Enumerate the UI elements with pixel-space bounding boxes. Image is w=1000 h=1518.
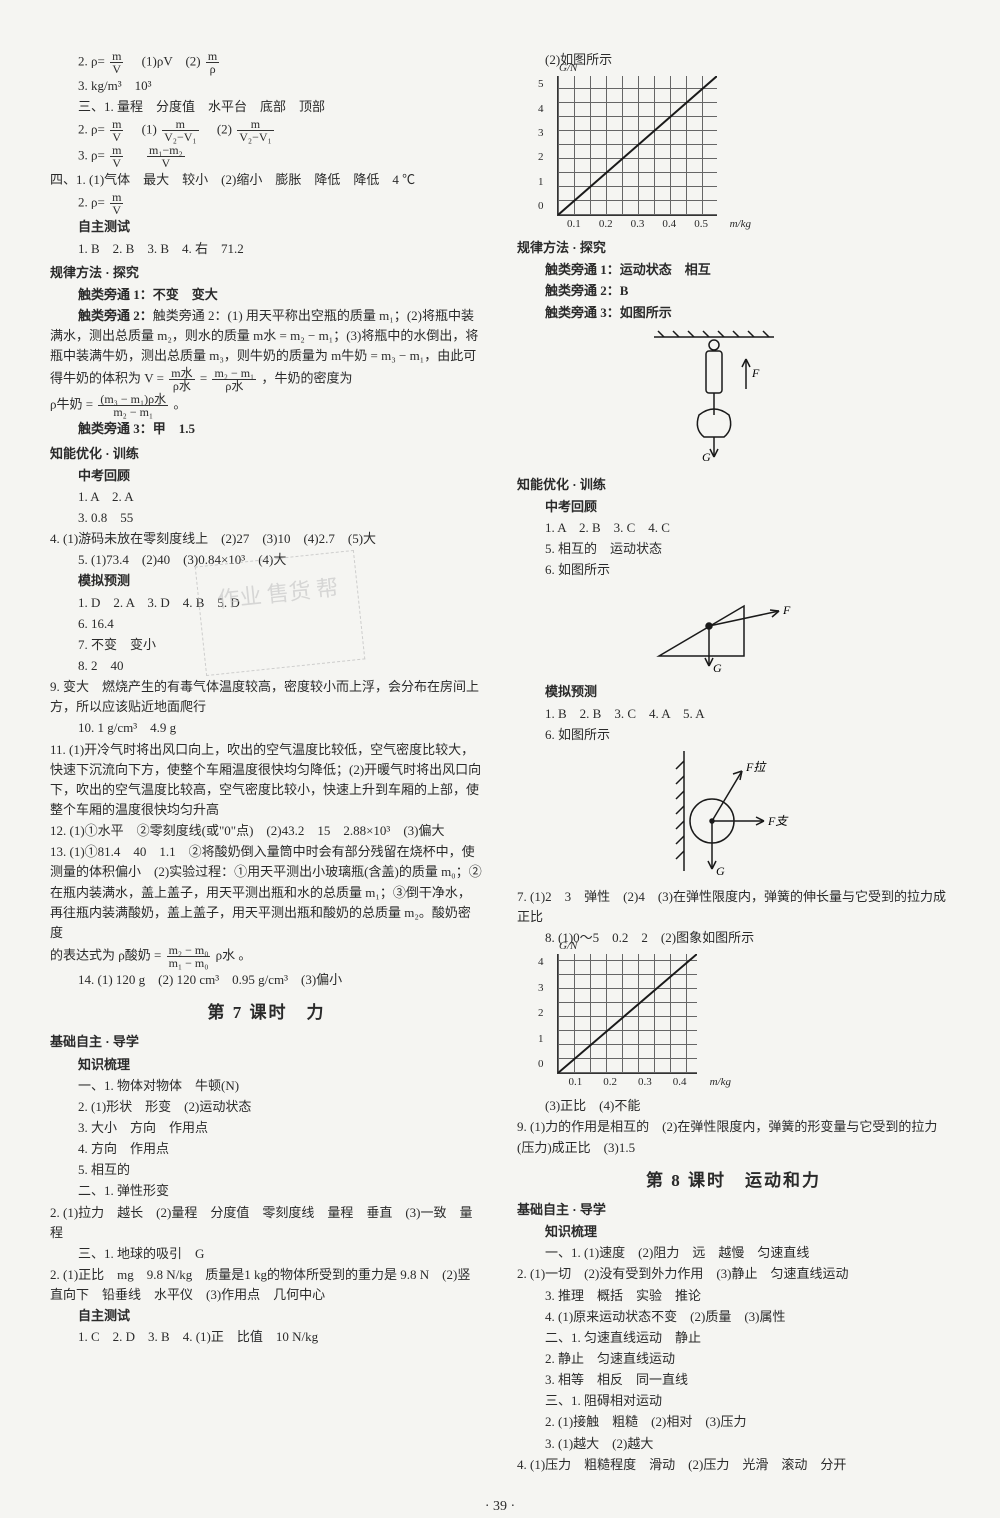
ans-3-3: 3. ρ= mV m₁−m₂V	[50, 144, 483, 169]
kr-2-1: 二、1. 匀速直线运动 静止	[517, 1328, 950, 1348]
analogy-r3: 触类旁通 3：如图所示	[517, 303, 950, 323]
k-2-1: 二、1. 弹性形变	[50, 1181, 483, 1201]
opt-train-head-r: 知能优化 · 训练	[517, 475, 950, 495]
mock-10: 10. 1 g/cm³ 4.9 g	[50, 718, 483, 738]
rule-method-head-r: 规律方法 · 探究	[517, 238, 950, 258]
ans-4-2: 2. ρ= mV	[50, 191, 483, 216]
mock-r-1: 1. B 2. B 3. C 4. A 5. A	[517, 704, 950, 724]
mock-12: 12. (1)①水平 ②零刻度线(或"0"点) (2)43.2 15 2.88×…	[50, 821, 483, 841]
k-1-2: 2. (1)形状 形变 (2)运动状态	[50, 1097, 483, 1117]
know-head-r: 知识梳理	[517, 1222, 950, 1242]
mock-head: 模拟预测	[50, 571, 483, 591]
lesson-8-heading: 第 8 课时 运动和力	[517, 1168, 950, 1194]
mock-r-8b: (3)正比 (4)不能	[517, 1096, 950, 1116]
mock-r-8: 8. (1)0～5 0.2 2 (2)图象如图所示	[517, 928, 950, 948]
basic-head: 基础自主 · 导学	[50, 1032, 483, 1052]
mock-13b: 的表达式为 ρ酸奶 = m₂ − m₀m₁ − m₀ ρ水 。	[50, 944, 483, 969]
k-2-2: 2. (1)拉力 越长 (2)量程 分度值 零刻度线 量程 垂直 (3)一致 量…	[50, 1203, 483, 1243]
svg-text:F支: F支	[767, 814, 789, 828]
ans-3: 3. kg/m³ 10³	[50, 76, 483, 96]
analogy-r2: 触类旁通 2：B	[517, 281, 950, 301]
mock-1: 1. D 2. A 3. D 4. B 5. D	[50, 593, 483, 613]
svg-text:G: G	[713, 661, 722, 675]
er-5: 5. (1)73.4 (2)40 (3)0.84×10³ (4)大	[50, 550, 483, 570]
chart1-xticks: 0.10.20.30.40.5	[558, 216, 717, 233]
r-1: (2)如图所示	[517, 50, 950, 70]
k-1-5: 5. 相互的	[50, 1160, 483, 1180]
kr-3-3: 3. (1)越大 (2)越大	[517, 1434, 950, 1454]
kr-3-2: 2. (1)接触 粗糙 (2)相对 (3)压力	[517, 1412, 950, 1432]
sec-3-1: 三、1. 量程 分度值 水平台 底部 顶部	[50, 97, 483, 117]
svg-text:F: F	[751, 366, 760, 380]
mock-8: 8. 2 40	[50, 656, 483, 676]
self-test-ans: 1. B 2. B 3. B 4. 右 71.2	[50, 239, 483, 259]
chart2-xticks: 0.10.20.30.4	[558, 1074, 697, 1091]
left-column: 2. ρ= mV (1)ρV (2) mρ 3. kg/m³ 10³ 三、1. …	[50, 50, 483, 1476]
kr-2-3: 3. 相等 相反 同一直线	[517, 1370, 950, 1390]
chart2-yticks: 01234	[538, 954, 544, 1073]
exam-review-head: 中考回顾	[50, 466, 483, 486]
analogy-2c: ρ牛奶 = (m₃ − m₁)ρ水m₂ − m₁ 。	[50, 393, 483, 418]
analogy-2: 触类旁通 2：触类旁通 2：(1) 用天平称出空瓶的质量 m₁；(2)将瓶中装满…	[50, 306, 483, 366]
self-test-2-ans: 1. C 2. D 3. B 4. (1)正 比值 10 N/kg	[50, 1327, 483, 1347]
mock-13: 13. (1)①81.4 40 1.1 ②将酸奶倒入量筒中时会有部分残留在烧杯中…	[50, 842, 483, 943]
kr-1-1: 一、1. (1)速度 (2)阻力 远 越慢 匀速直线	[517, 1243, 950, 1263]
analogy-2b: 得牛奶的体积为 V = m水ρ水 = m₂ − m₁ρ水 ，牛奶的密度为	[50, 367, 483, 392]
spring-scale-diagram: F G	[654, 329, 814, 469]
mock-7: 7. 不变 变小	[50, 635, 483, 655]
self-test-head: 自主测试	[50, 217, 483, 237]
right-column: (2)如图所示 G/N 012345 0.10.20.30.40.5 m/kg …	[517, 50, 950, 1476]
kr-3-4: 4. (1)压力 粗糙程度 滑动 (2)压力 光滑 滚动 分开	[517, 1455, 950, 1475]
analogy-r1: 触类旁通 1：运动状态 相互	[517, 260, 950, 280]
analogy-1: 触类旁通 1：不变 变大	[50, 285, 483, 305]
kr-1-3: 3. 推理 概括 实验 推论	[517, 1286, 950, 1306]
analogy-3: 触类旁通 3：甲 1.5	[50, 419, 483, 439]
svg-text:F: F	[782, 603, 791, 617]
lesson-7-heading: 第 7 课时 力	[50, 1000, 483, 1026]
k-1-3: 3. 大小 方向 作用点	[50, 1118, 483, 1138]
er-1: 1. A 2. A	[50, 487, 483, 507]
svg-text:G: G	[716, 864, 725, 878]
mock-6: 6. 16.4	[50, 614, 483, 634]
mock-11: 11. (1)开冷气时将出风口向上，吹出的空气温度比较低，空气密度比较大，快速下…	[50, 740, 483, 821]
mock-r-9: 9. (1)力的作用是相互的 (2)在弹性限度内，弹簧的形变量与它受到的拉力(压…	[517, 1117, 950, 1157]
know-head: 知识梳理	[50, 1055, 483, 1075]
er-4: 4. (1)游码未放在零刻度线上 (2)27 (3)10 (4)2.7 (5)大	[50, 529, 483, 549]
k-1-4: 4. 方向 作用点	[50, 1139, 483, 1159]
chart-gn-mkg-1: G/N 012345 0.10.20.30.40.5 m/kg	[557, 76, 950, 216]
k-3-1: 三、1. 地球的吸引 G	[50, 1244, 483, 1264]
er-r-1: 1. A 2. B 3. C 4. C	[517, 518, 950, 538]
basic-head-r: 基础自主 · 导学	[517, 1200, 950, 1220]
kr-1-2: 2. (1)一切 (2)没有受到外力作用 (3)静止 匀速直线运动	[517, 1264, 950, 1284]
ans-2: 2. ρ= mV (1)ρV (2) mρ	[50, 50, 483, 75]
self-test-2-head: 自主测试	[50, 1306, 483, 1326]
wall-ball-diagram: F拉 F支 G	[654, 751, 814, 881]
sec-4-1: 四、1. (1)气体 最大 较小 (2)缩小 膨胀 降低 降低 4 ℃	[50, 170, 483, 190]
mock-14: 14. (1) 120 g (2) 120 cm³ 0.95 g/cm³ (3)…	[50, 970, 483, 990]
ans-3-2: 2. ρ= mV (1) mV₂−V₁ (2) mV₂−V₁	[50, 118, 483, 143]
er-3: 3. 0.8 55	[50, 508, 483, 528]
rule-method-head: 规律方法 · 探究	[50, 263, 483, 283]
svg-text:F拉: F拉	[745, 760, 767, 774]
mock-head-r: 模拟预测	[517, 682, 950, 702]
svg-text:G: G	[702, 450, 711, 464]
opt-train-head: 知能优化 · 训练	[50, 444, 483, 464]
k-1-1: 一、1. 物体对物体 牛顿(N)	[50, 1076, 483, 1096]
mock-r-6: 6. 如图所示	[517, 725, 950, 745]
kr-1-4: 4. (1)原来运动状态不变 (2)质量 (3)属性	[517, 1307, 950, 1327]
chart-gn-mkg-2: G/N 01234 0.10.20.30.4 m/kg	[557, 954, 950, 1074]
kr-3-1: 三、1. 阻碍相对运动	[517, 1391, 950, 1411]
chart1-yticks: 012345	[538, 76, 544, 215]
mock-9: 9. 变大 燃烧产生的有毒气体温度较高，密度较小而上浮，会分布在房间上方，所以应…	[50, 677, 483, 717]
page-number: · 39 ·	[50, 1496, 950, 1518]
mock-r-7: 7. (1)2 3 弹性 (2)4 (3)在弹性限度内，弹簧的伸长量与它受到的拉…	[517, 887, 950, 927]
er-r-5: 5. 相互的 运动状态	[517, 539, 950, 559]
exam-review-head-r: 中考回顾	[517, 497, 950, 517]
k-3-2: 2. (1)正比 mg 9.8 N/kg 质量是1 kg的物体所受到的重力是 9…	[50, 1265, 483, 1305]
er-r-6: 6. 如图所示	[517, 560, 950, 580]
kr-2-2: 2. 静止 匀速直线运动	[517, 1349, 950, 1369]
incline-force-diagram: F G	[649, 586, 819, 676]
